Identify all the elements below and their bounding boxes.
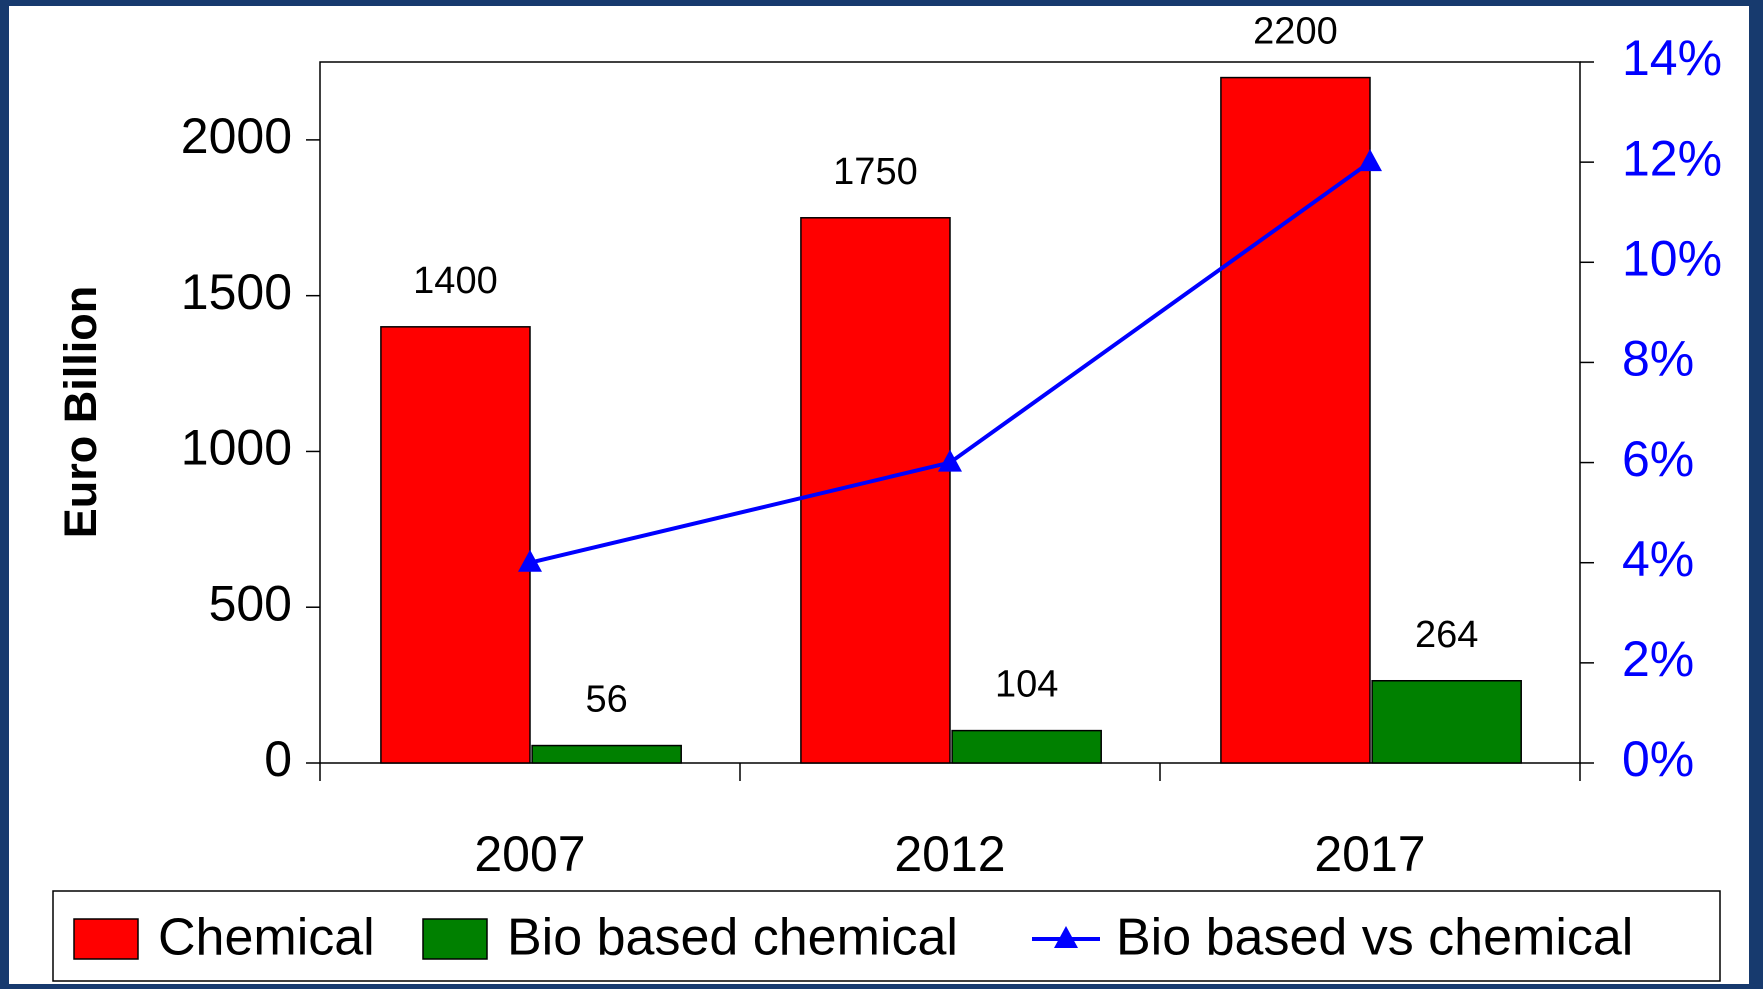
y-tick-label: 500 bbox=[209, 575, 292, 631]
data-label: 104 bbox=[995, 664, 1058, 706]
y2-tick-label: 0% bbox=[1622, 731, 1694, 787]
legend-marker bbox=[1054, 926, 1078, 948]
marker bbox=[518, 549, 542, 572]
bar bbox=[531, 744, 682, 764]
y2-tick-label: 4% bbox=[1622, 531, 1694, 587]
y2-tick-label: 14% bbox=[1622, 30, 1722, 86]
marker bbox=[938, 449, 962, 472]
legend-swatch bbox=[73, 918, 139, 960]
y-axis-title: Euro Billion bbox=[55, 286, 106, 539]
bar bbox=[380, 326, 531, 764]
y2-tick-label: 2% bbox=[1622, 631, 1694, 687]
y-tick-label: 0 bbox=[264, 731, 292, 787]
y2-tick-label: 12% bbox=[1622, 130, 1722, 186]
bar bbox=[1371, 679, 1522, 764]
x-tick-label: 2017 bbox=[1314, 826, 1425, 882]
data-label: 2200 bbox=[1253, 11, 1338, 53]
data-label: 56 bbox=[586, 679, 628, 721]
y-tick-label: 2000 bbox=[181, 108, 292, 164]
legend bbox=[52, 890, 1721, 982]
x-tick-label: 2007 bbox=[474, 826, 585, 882]
bar bbox=[1220, 76, 1371, 764]
legend-label: Bio based vs chemical bbox=[1116, 909, 1633, 967]
bar bbox=[800, 217, 951, 764]
y2-tick-label: 10% bbox=[1622, 230, 1722, 286]
y2-tick-label: 6% bbox=[1622, 431, 1694, 487]
data-label: 264 bbox=[1415, 614, 1478, 656]
legend-swatch bbox=[422, 918, 488, 960]
data-label: 1750 bbox=[833, 151, 918, 193]
y2-tick-label: 8% bbox=[1622, 331, 1694, 387]
y-tick-label: 1000 bbox=[181, 420, 292, 476]
bar bbox=[951, 729, 1102, 764]
legend-label: Chemical bbox=[158, 909, 375, 967]
y-tick-label: 1500 bbox=[181, 264, 292, 320]
legend-label: Bio based chemical bbox=[507, 909, 958, 967]
data-label: 1400 bbox=[413, 260, 498, 302]
marker bbox=[1358, 149, 1382, 172]
x-tick-label: 2012 bbox=[894, 826, 1005, 882]
